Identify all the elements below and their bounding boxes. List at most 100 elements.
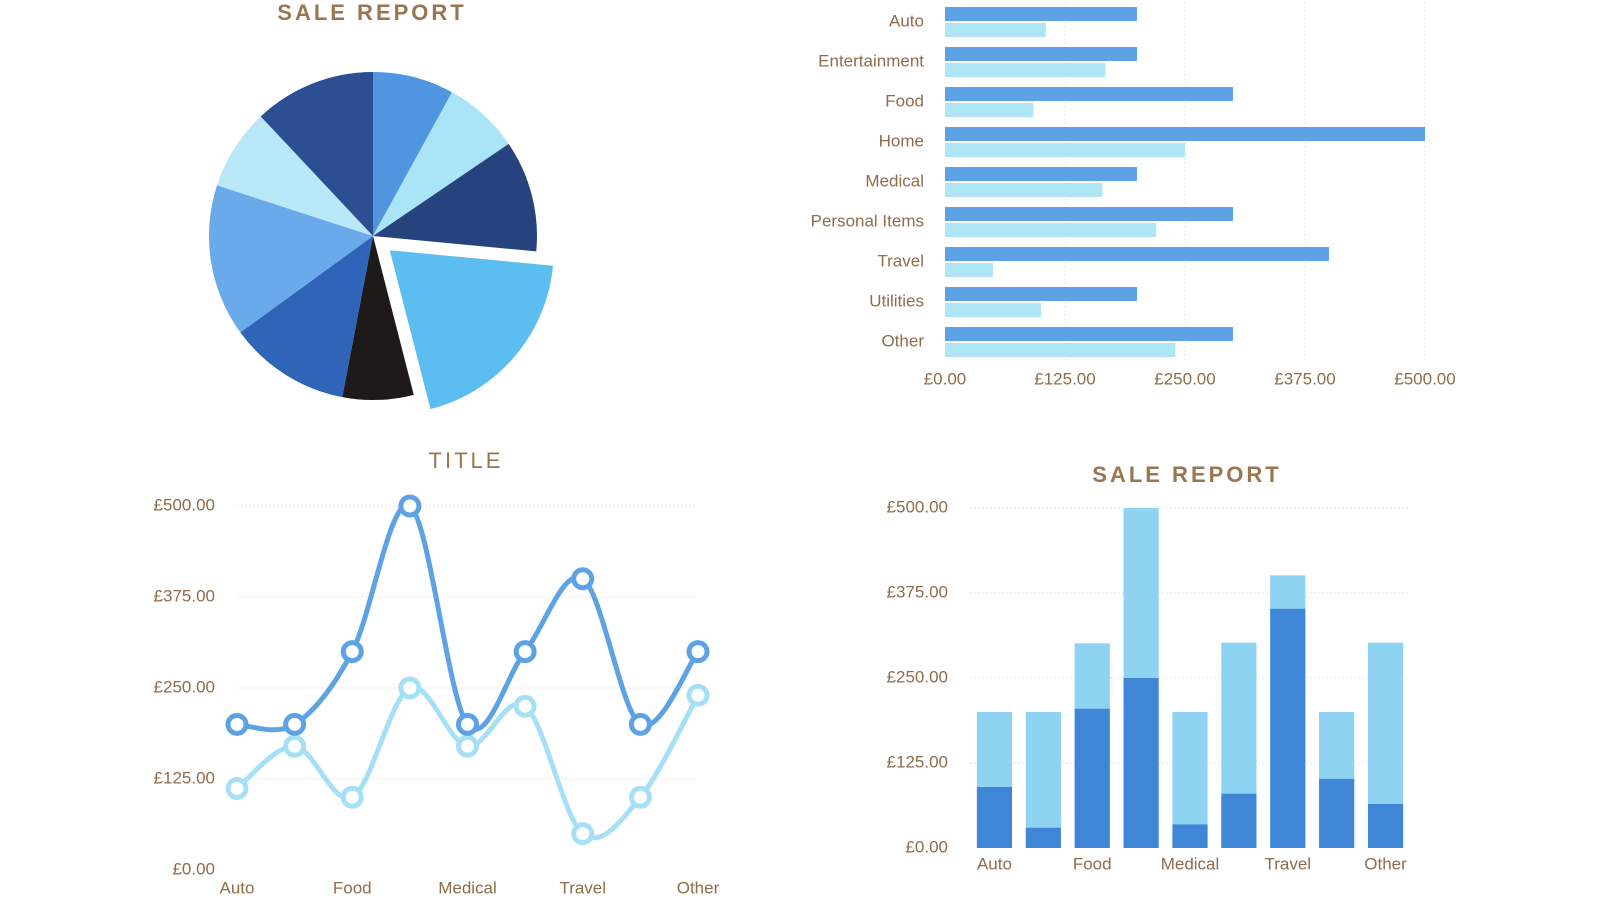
x-tick-label: Medical <box>438 878 497 897</box>
bar-segment <box>1221 642 1257 794</box>
line-marker <box>225 712 249 736</box>
x-tick-label: Other <box>677 878 720 897</box>
pie-slice <box>373 143 537 252</box>
chart-title: SALE REPORT <box>1092 462 1281 487</box>
bar-segment <box>1367 803 1404 848</box>
y-tick-label: Personal Items <box>811 211 924 230</box>
line-marker <box>283 712 307 736</box>
bar <box>945 303 1041 317</box>
y-tick-label: £500.00 <box>887 497 948 516</box>
line-marker <box>513 640 537 664</box>
x-tick-label: Auto <box>977 854 1012 873</box>
x-tick-label: Other <box>1364 854 1407 873</box>
y-tick-label: Food <box>885 91 924 110</box>
y-tick-label: Other <box>881 331 924 350</box>
pie-slice <box>208 185 373 333</box>
x-tick-label: £125.00 <box>1034 369 1095 388</box>
line-marker <box>686 640 710 664</box>
bar-segment <box>1123 508 1159 678</box>
bar-segment <box>976 786 1013 848</box>
x-tick-label: £0.00 <box>924 369 967 388</box>
bar <box>945 167 1137 181</box>
bar <box>945 287 1137 301</box>
pie-slice <box>373 92 509 236</box>
bar-segment <box>1172 712 1208 825</box>
line-marker <box>283 734 307 758</box>
bar <box>945 327 1233 341</box>
x-tick-label: Food <box>1073 854 1112 873</box>
bar <box>945 207 1233 221</box>
y-tick-label: £375.00 <box>154 586 215 605</box>
bar <box>945 103 1034 117</box>
line-marker <box>225 776 249 800</box>
line-marker <box>513 694 537 718</box>
y-tick-label: £250.00 <box>154 677 215 696</box>
y-tick-label: £0.00 <box>172 859 215 878</box>
y-tick-label: £125.00 <box>154 768 215 787</box>
line-series <box>236 502 701 733</box>
bar-segment <box>1172 824 1208 848</box>
y-tick-label: £500.00 <box>154 495 215 514</box>
y-tick-label: £0.00 <box>905 837 948 856</box>
bar <box>945 343 1176 357</box>
y-tick-label: Travel <box>877 251 924 270</box>
y-tick-label: Entertainment <box>818 51 924 70</box>
y-tick-label: £125.00 <box>887 752 948 771</box>
bar <box>945 143 1185 157</box>
bar-segment <box>976 712 1013 787</box>
bar <box>945 7 1137 21</box>
chart-title: TITLE <box>429 448 504 473</box>
pie-slice <box>217 116 373 236</box>
x-tick-label: £500.00 <box>1394 369 1455 388</box>
bar-segment <box>1074 643 1110 709</box>
bar-segment <box>1025 827 1061 848</box>
x-tick-label: Travel <box>1264 854 1311 873</box>
x-tick-label: £375.00 <box>1274 369 1335 388</box>
bar-segment <box>1025 712 1061 828</box>
bar-segment <box>1367 642 1404 804</box>
x-tick-label: £250.00 <box>1154 369 1215 388</box>
line-marker <box>628 712 652 736</box>
bar-segment <box>1074 708 1110 848</box>
bar <box>945 247 1329 261</box>
bar <box>945 223 1157 237</box>
line-marker <box>686 683 710 707</box>
pie-slice <box>240 236 373 398</box>
y-tick-label: Auto <box>889 11 924 30</box>
bar-segment <box>1270 575 1306 609</box>
y-tick-label: Utilities <box>869 291 924 310</box>
line-marker <box>398 676 422 700</box>
chart-title: SALE REPORT <box>277 0 466 25</box>
line-marker <box>340 640 364 664</box>
bar-segment <box>1221 793 1257 848</box>
pie-slice <box>373 72 453 236</box>
pie-slice <box>389 250 554 410</box>
y-tick-label: £375.00 <box>887 582 948 601</box>
pie-slice <box>342 236 414 400</box>
bar <box>945 183 1103 197</box>
line-marker <box>340 785 364 809</box>
x-tick-label: Medical <box>1161 854 1220 873</box>
bar-segment <box>1319 712 1355 779</box>
bar <box>945 87 1233 101</box>
line-marker <box>456 712 479 736</box>
bar <box>945 127 1425 141</box>
x-tick-label: Travel <box>559 878 606 897</box>
y-tick-label: Home <box>879 131 924 150</box>
y-tick-label: Medical <box>865 171 924 190</box>
bar-segment <box>1270 608 1306 848</box>
bar-segment <box>1319 778 1355 848</box>
y-tick-label: £250.00 <box>887 667 948 686</box>
bar <box>945 47 1137 61</box>
line-marker <box>628 785 652 809</box>
x-tick-label: Auto <box>220 878 255 897</box>
line-marker <box>571 567 595 591</box>
line-marker <box>456 734 479 758</box>
bar-segment <box>1123 678 1159 848</box>
bar <box>945 63 1106 77</box>
x-tick-label: Food <box>333 878 372 897</box>
line-marker <box>398 494 422 518</box>
pie-slice <box>260 72 373 236</box>
line-marker <box>571 822 595 846</box>
